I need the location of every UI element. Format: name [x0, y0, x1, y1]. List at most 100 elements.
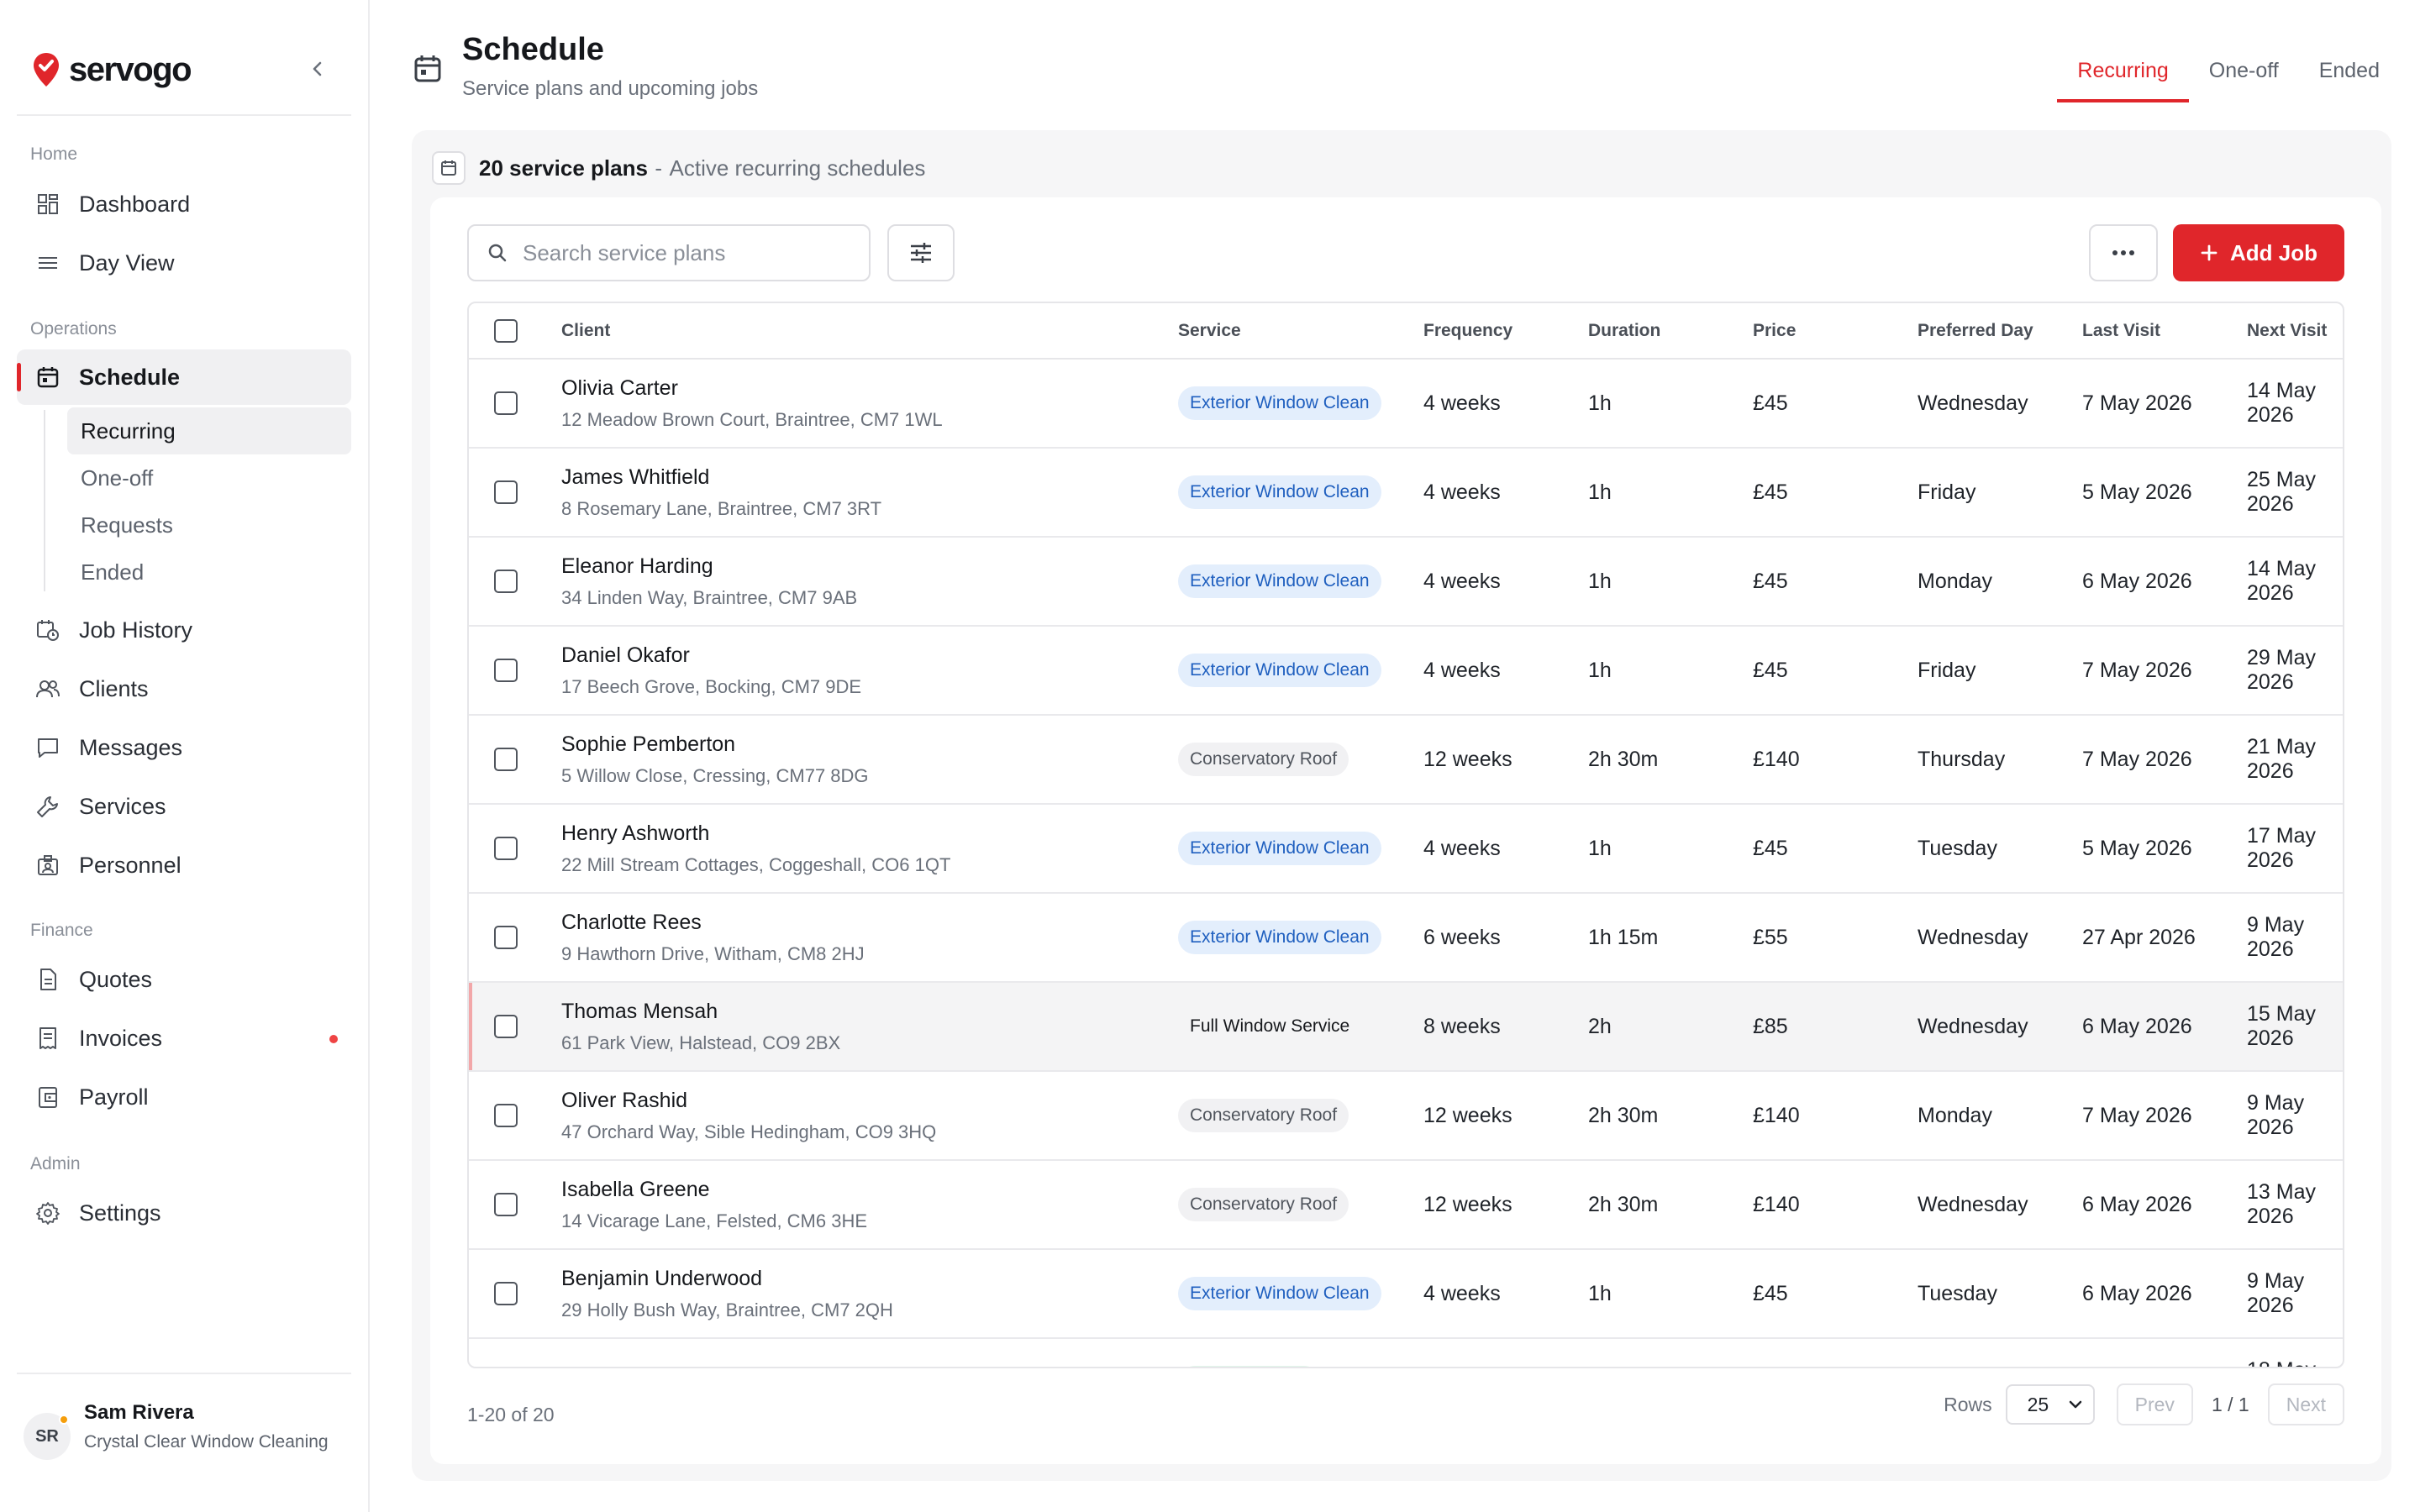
table-row[interactable]: Eleanor Harding 34 Linden Way, Braintree,… — [469, 537, 2343, 627]
brand-logo[interactable]: servogo — [32, 49, 192, 91]
sidebar-subitem-recurring[interactable]: Recurring — [67, 407, 351, 454]
service-cell: Full Window Service — [1178, 982, 1423, 1072]
duration-cell: 2h 30m — [1588, 715, 1753, 805]
sidebar-item-invoices[interactable]: Invoices — [17, 1011, 351, 1066]
column-header[interactable]: Preferred Day — [1918, 303, 2082, 360]
table-row[interactable]: Thomas Mensah 61 Park View, Halstead, CO9… — [469, 982, 2343, 1072]
table-row[interactable]: James Whitfield 8 Rosemary Lane, Braintre… — [469, 448, 2343, 538]
frequency-cell: 12 weeks — [1423, 715, 1588, 805]
service-badge: Conservatory Roof — [1178, 1188, 1349, 1221]
plans-table-container[interactable]: Client Service Frequency Duration Price … — [467, 302, 2344, 1368]
client-cell[interactable]: Olivia Carter 12 Meadow Brown Court, Brai… — [561, 359, 1178, 449]
preferred-day-cell: Wednesday — [1918, 893, 2082, 983]
row-checkbox[interactable] — [494, 480, 518, 504]
client-cell[interactable]: Daniel Okafor 17 Beech Grove, Bocking, CM… — [561, 626, 1178, 716]
table-row[interactable]: Olivia Carter 12 Meadow Brown Court, Brai… — [469, 359, 2343, 449]
sidebar-item-job-history[interactable]: Job History — [17, 602, 351, 658]
duration-cell: 1h — [1588, 1249, 1753, 1339]
next-page-button[interactable]: Next — [2267, 1383, 2344, 1425]
duration-cell: 1h — [1588, 448, 1753, 538]
client-cell[interactable]: Benjamin Underwood 29 Holly Bush Way, Bra… — [561, 1249, 1178, 1339]
column-header[interactable]: Service — [1178, 303, 1423, 360]
client-name: Daniel Okafor — [561, 643, 690, 667]
tab-one-off[interactable]: One-off — [2208, 59, 2279, 82]
client-address: 34 Linden Way, Braintree, CM7 9AB — [561, 586, 858, 608]
gear-icon — [35, 1200, 60, 1226]
client-name: Oliver Rashid — [561, 1088, 688, 1112]
search-input[interactable] — [523, 239, 859, 266]
sidebar-item-dashboard[interactable]: Dashboard — [17, 176, 351, 232]
client-cell[interactable]: Henry Ashworth 22 Mill Stream Cottages, C… — [561, 804, 1178, 894]
client-cell[interactable]: Sophie Pemberton 5 Willow Close, Cressing… — [561, 715, 1178, 805]
sliders-icon — [911, 243, 931, 263]
sidebar-item-payroll[interactable]: Payroll — [17, 1069, 351, 1125]
tab-ended[interactable]: Ended — [2318, 59, 2380, 82]
row-checkbox[interactable] — [494, 1015, 518, 1038]
tab-recurring[interactable]: Recurring — [2057, 49, 2190, 102]
service-badge: Conservatory Roof — [1178, 743, 1349, 776]
column-header[interactable]: Duration — [1588, 303, 1753, 360]
search-box[interactable] — [467, 224, 871, 281]
sidebar-subitem-requests[interactable]: Requests — [81, 512, 173, 538]
row-checkbox[interactable] — [494, 837, 518, 860]
client-cell[interactable]: James Whitfield 8 Rosemary Lane, Braintre… — [561, 448, 1178, 538]
client-cell[interactable]: Thomas Mensah 61 Park View, Halstead, CO9… — [561, 982, 1178, 1072]
row-checkbox[interactable] — [494, 1104, 518, 1127]
client-cell[interactable]: Oliver Rashid 47 Orchard Way, Sible Hedin… — [561, 1071, 1178, 1161]
table-row[interactable]: Isabella Greene 14 Vicarage Lane, Felsted… — [469, 1160, 2343, 1250]
column-header[interactable]: Price — [1753, 303, 1918, 360]
sidebar-subitem-ended[interactable]: Ended — [81, 559, 145, 585]
column-header[interactable]: Client — [561, 303, 1178, 360]
client-cell[interactable]: Grace Townsend — [561, 1338, 1178, 1367]
table-row[interactable]: Sophie Pemberton 5 Willow Close, Cressing… — [469, 715, 2343, 805]
row-checkbox[interactable] — [494, 570, 518, 593]
collapse-sidebar-button[interactable] — [302, 54, 333, 84]
client-address: 14 Vicarage Lane, Felsted, CM6 3HE — [561, 1210, 868, 1231]
user-profile[interactable]: SR Sam Rivera Crystal Clear Window Clean… — [24, 1398, 351, 1482]
chevron-down-icon — [2069, 1400, 2081, 1409]
row-checkbox[interactable] — [494, 926, 518, 949]
sidebar-item-quotes[interactable]: Quotes — [17, 952, 351, 1007]
client-cell[interactable]: Isabella Greene 14 Vicarage Lane, Felsted… — [561, 1160, 1178, 1250]
column-header[interactable]: Next Visit — [2247, 303, 2343, 360]
service-badge: Exterior Window Clean — [1178, 564, 1381, 598]
row-checkbox[interactable] — [494, 1282, 518, 1305]
table-row[interactable]: Oliver Rashid 47 Orchard Way, Sible Hedin… — [469, 1071, 2343, 1161]
client-cell[interactable]: Charlotte Rees 9 Hawthorn Drive, Witham, … — [561, 893, 1178, 983]
client-cell[interactable]: Eleanor Harding 34 Linden Way, Braintree,… — [561, 537, 1178, 627]
sidebar-item-schedule[interactable]: Schedule — [17, 349, 351, 405]
sidebar-item-day-view[interactable]: Day View — [17, 235, 351, 291]
table-row[interactable]: Henry Ashworth 22 Mill Stream Cottages, C… — [469, 804, 2343, 894]
row-checkbox[interactable] — [494, 748, 518, 771]
column-header[interactable]: Last Visit — [2082, 303, 2247, 360]
table-row[interactable]: Charlotte Rees 9 Hawthorn Drive, Witham, … — [469, 893, 2343, 983]
row-checkbox[interactable] — [494, 391, 518, 415]
sidebar-item-messages[interactable]: Messages — [17, 720, 351, 775]
rows-per-page-select[interactable]: 25 — [2005, 1384, 2095, 1425]
table-row[interactable]: Grace TownsendGutter Clearing 26 weeks1h … — [469, 1338, 2343, 1367]
page-indicator: 1 / 1 — [2211, 1393, 2249, 1415]
prev-page-button[interactable]: Prev — [2116, 1383, 2193, 1425]
service-badge: Full Window Service — [1190, 1016, 1350, 1036]
sidebar-subitem-one-off[interactable]: One-off — [81, 465, 154, 491]
frequency-cell: 4 weeks — [1423, 359, 1588, 449]
row-checkbox[interactable] — [494, 659, 518, 682]
select-all-checkbox[interactable] — [494, 318, 518, 343]
table-row[interactable]: Benjamin Underwood 29 Holly Bush Way, Bra… — [469, 1249, 2343, 1339]
plans-summary: 20 service plans - Active recurring sche… — [432, 150, 925, 186]
next-visit-cell: 13 May 2026 — [2247, 1160, 2343, 1250]
filter-button[interactable] — [887, 224, 955, 281]
preferred-day-cell: Thursday — [1918, 715, 2082, 805]
column-header[interactable]: Frequency — [1423, 303, 1588, 360]
sidebar-item-settings[interactable]: Settings — [17, 1185, 351, 1241]
add-job-button[interactable]: Add Job — [2173, 224, 2344, 281]
row-checkbox[interactable] — [494, 1193, 518, 1216]
sidebar-item-services[interactable]: Services — [17, 779, 351, 834]
table-row[interactable]: Daniel Okafor 17 Beech Grove, Bocking, CM… — [469, 626, 2343, 716]
last-visit-cell: 27 Apr 2026 — [2082, 893, 2247, 983]
id-badge-icon — [35, 853, 60, 878]
sidebar-item-clients[interactable]: Clients — [17, 661, 351, 717]
sidebar-item-personnel[interactable]: Personnel — [17, 837, 351, 893]
more-options-button[interactable] — [2089, 224, 2158, 281]
notification-dot — [329, 1035, 338, 1043]
